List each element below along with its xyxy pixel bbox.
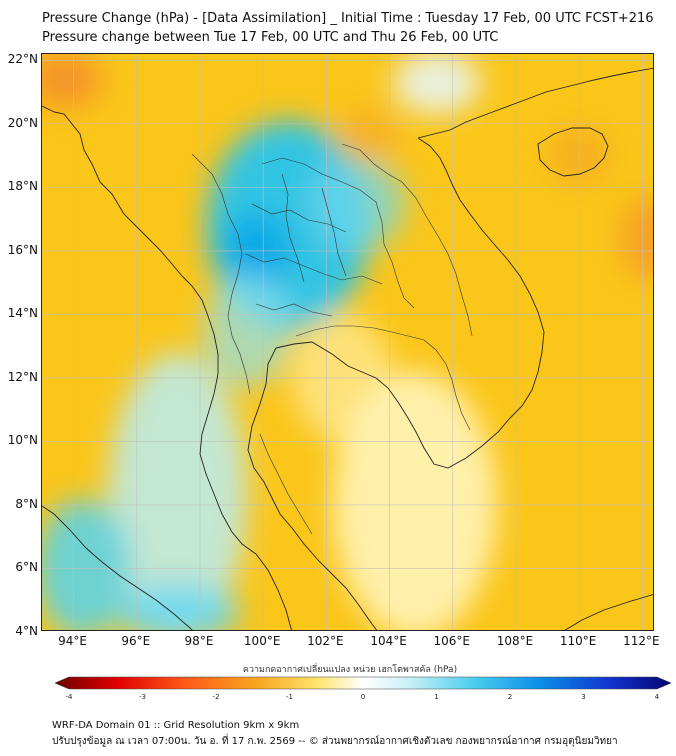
latitude-label: 22°N	[7, 52, 38, 67]
border-provinces-1	[251, 203, 347, 233]
longitude-label: 104°E	[370, 634, 407, 648]
chart-title: Pressure Change (hPa) - [Data Assimilati…	[42, 11, 654, 26]
colorbar-tick-label: 0	[360, 693, 366, 701]
lat-lon-grid	[42, 54, 653, 630]
pressure-anomaly-6	[114, 584, 242, 630]
border-thailand-laos	[261, 157, 415, 309]
pressure-anomaly-11	[620, 196, 653, 280]
border-thailand-cambodia	[295, 325, 425, 341]
border-provinces-3	[255, 303, 333, 317]
pressure-anomaly-5	[42, 498, 131, 630]
coastline-china	[417, 67, 653, 139]
coastline-hainan	[537, 127, 609, 177]
coastline-gulf-west	[247, 347, 378, 630]
border-myanmar-thailand	[191, 153, 251, 395]
pressure-anomaly-9	[392, 54, 482, 115]
longitude-label: 112°E	[623, 634, 660, 648]
map-canvas	[42, 54, 653, 630]
pressure-anomaly-13	[335, 107, 400, 166]
pressure-anomaly-2	[310, 155, 406, 251]
colorbar	[55, 676, 671, 690]
colorbar-tick-label: 3	[581, 693, 586, 701]
latitude-label: 8°N	[15, 496, 38, 511]
coastline-borneo	[564, 594, 653, 630]
pressure-change-map[interactable]	[41, 53, 654, 631]
longitude-label: 110°E	[559, 634, 597, 648]
colorbar-tick-label: 1	[434, 693, 439, 701]
longitude-label: 96°E	[121, 634, 151, 648]
longitude-label: 106°E	[433, 634, 471, 648]
longitude-label: 108°E	[496, 634, 534, 648]
colorbar-gradient	[55, 676, 671, 690]
coastline-layer	[42, 67, 653, 630]
colorbar-tick-label: -4	[65, 693, 73, 701]
colorbar-tick-label: -3	[139, 693, 146, 701]
footer-credit: ปรับปรุงข้อมูล ณ เวลา 07:00น. วัน อ. ที่…	[52, 736, 618, 747]
latitude-label: 4°N	[15, 624, 38, 638]
border-peninsula	[259, 433, 313, 535]
colorbar-tick-label: 2	[507, 693, 513, 701]
longitude-label: 94°E	[58, 634, 88, 648]
latitude-label: 6°N	[15, 560, 38, 575]
longitude-label: 102°E	[307, 634, 344, 648]
pressure-anomaly-10	[42, 54, 103, 108]
colorbar-tick-label: 4	[654, 693, 660, 701]
latitude-label: 14°N	[7, 306, 38, 321]
longitude-label: 98°E	[184, 634, 214, 648]
colorbar-title: ความกดอากาศเปลี่ยนแปลง หน่วย เฮกโตพาสคัล…	[242, 665, 458, 675]
coastline-indochina	[275, 137, 545, 469]
border-provinces-5	[321, 187, 347, 277]
latitude-label: 10°N	[7, 433, 38, 448]
footer-model-info: WRF-DA Domain 01 :: Grid Resolution 9km …	[52, 720, 300, 731]
pressure-anomaly-4	[108, 352, 248, 630]
province-border-layer	[191, 143, 473, 535]
latitude-label: 20°N	[7, 115, 38, 130]
pressure-anomaly-3	[203, 273, 292, 388]
border-cambodia-vietnam	[423, 339, 471, 431]
chart-subtitle: Pressure change between Tue 17 Feb, 00 U…	[42, 30, 499, 45]
border-laos-vietnam	[341, 143, 473, 337]
border-provinces-2	[245, 253, 383, 285]
pressure-anomaly-layer	[42, 54, 653, 630]
border-provinces-4	[281, 173, 305, 283]
pressure-anomaly-7	[332, 371, 497, 630]
coastline-sumatra	[42, 505, 193, 630]
latitude-label: 12°N	[7, 369, 38, 384]
coastline-west	[42, 105, 292, 630]
colorbar-tick-label: -2	[212, 693, 220, 701]
latitude-label: 16°N	[7, 242, 38, 257]
longitude-label: 100°E	[243, 634, 281, 648]
colorbar-tick-label: -1	[286, 693, 293, 701]
latitude-label: 18°N	[7, 179, 38, 194]
